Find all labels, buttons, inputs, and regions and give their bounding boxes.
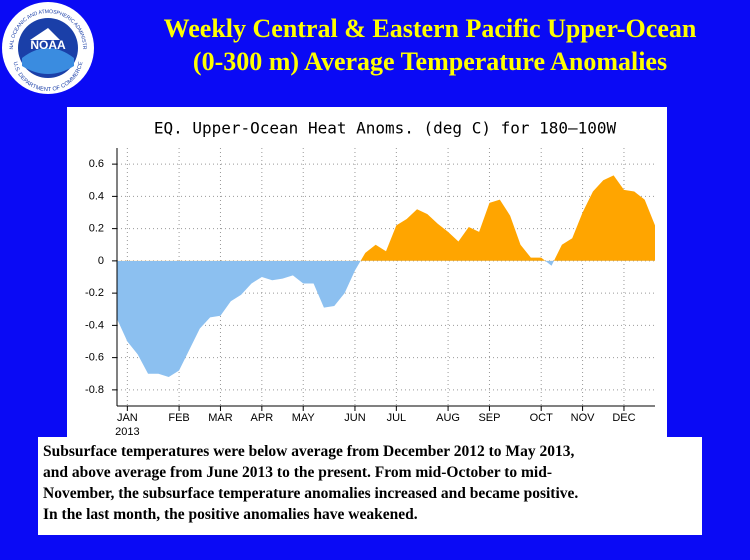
y-tick-label: -0.4 bbox=[85, 319, 104, 331]
x-tick-label: JUN bbox=[344, 412, 365, 424]
logo-bird bbox=[30, 28, 60, 40]
x-tick-label: APR bbox=[251, 412, 274, 424]
x-tick-label: AUG bbox=[436, 412, 460, 424]
x-tick-label: SEP bbox=[478, 412, 500, 424]
x-tick-label: MAR bbox=[208, 412, 233, 424]
y-tick-label: 0 bbox=[98, 255, 104, 267]
x-tick-label: MAY bbox=[292, 412, 316, 424]
y-tick-label: -0.8 bbox=[85, 384, 104, 396]
y-tick-label: 0.4 bbox=[89, 190, 104, 202]
x-tick-label: JAN bbox=[117, 412, 138, 424]
note-line: In the last month, the positive anomalie… bbox=[43, 506, 418, 523]
y-tick-label: -0.2 bbox=[85, 287, 104, 299]
y-tick-label: -0.6 bbox=[85, 352, 104, 364]
title-line: (0-300 m) Average Temperature Anomalies bbox=[192, 47, 668, 76]
logo-wave bbox=[22, 48, 74, 74]
x-tick-label: FEB bbox=[168, 412, 189, 424]
chart-title: EQ. Upper-Ocean Heat Anoms. (deg C) for … bbox=[154, 119, 617, 138]
year-label: 2013 bbox=[115, 426, 139, 438]
title-line: Weekly Central & Eastern Pacific Upper-O… bbox=[163, 14, 697, 43]
x-tick-label: DEC bbox=[612, 412, 635, 424]
slide-title: Weekly Central & Eastern Pacific Upper-O… bbox=[110, 12, 750, 78]
x-tick-label: JUL bbox=[387, 412, 407, 424]
note-line: Subsurface temperatures were below avera… bbox=[43, 443, 575, 460]
note-box: Subsurface temperatures were below avera… bbox=[38, 437, 702, 535]
note-line: November, the subsurface temperature ano… bbox=[43, 485, 579, 502]
note-line: and above average from June 2013 to the … bbox=[43, 464, 553, 481]
noaa-logo: NOAA NATIONAL OCEANIC AND ATMOSPHERIC AD… bbox=[0, 0, 94, 94]
y-tick-label: 0.2 bbox=[89, 223, 104, 235]
area-positive bbox=[117, 175, 655, 261]
area-negative bbox=[117, 260, 655, 377]
x-tick-label: OCT bbox=[530, 412, 554, 424]
x-tick-label: NOV bbox=[571, 412, 596, 424]
logo-text: NOAA bbox=[30, 38, 66, 52]
y-tick-label: 0.6 bbox=[89, 158, 104, 170]
